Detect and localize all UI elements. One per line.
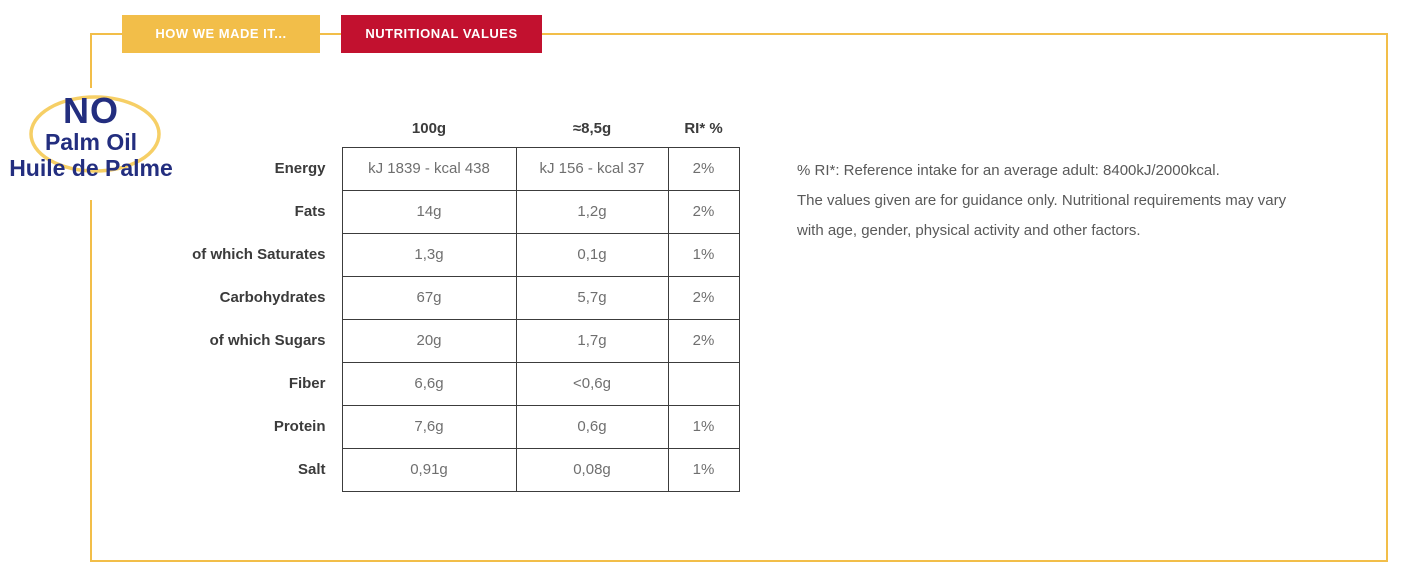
note-line-1: % RI*: Reference intake for an average a… bbox=[797, 162, 1220, 179]
value-per-portion: 0,08g bbox=[515, 447, 669, 492]
value-ri-percent: 2% bbox=[667, 189, 740, 234]
col-header-ri: RI* % bbox=[684, 119, 723, 137]
value-ri-percent: 2% bbox=[667, 275, 740, 320]
table-row: Energy kJ 1839 - kcal 438 kJ 156 - kcal … bbox=[150, 146, 740, 191]
value-per-portion: 5,7g bbox=[515, 275, 669, 320]
row-label: Energy bbox=[274, 160, 326, 177]
value-per-portion: <0,6g bbox=[515, 361, 669, 406]
value-ri-percent: 2% bbox=[667, 318, 740, 363]
tab-nutritional-values[interactable]: NUTRITIONAL VALUES bbox=[341, 15, 542, 53]
table-row: of which Saturates 1,3g 0,1g 1% bbox=[150, 232, 740, 277]
ellipse-icon bbox=[29, 95, 161, 173]
value-per-portion: 1,2g bbox=[515, 189, 669, 234]
logo-text-huile-de-palme: Huile de Palme bbox=[9, 155, 173, 181]
tab-how-we-made-it[interactable]: HOW WE MADE IT... bbox=[122, 15, 320, 53]
value-ri-percent: 1% bbox=[667, 404, 740, 449]
nutrition-table: 100g ≈8,5g RI* % Energy kJ 1839 - kcal 4… bbox=[150, 110, 740, 492]
no-palm-oil-logo: NO Palm Oil Huile de Palme bbox=[8, 88, 174, 200]
value-per-100g: 6,6g bbox=[341, 361, 517, 406]
row-label: Fats bbox=[294, 203, 326, 220]
value-per-portion: 0,6g bbox=[515, 404, 669, 449]
value-per-100g: 0,91g bbox=[341, 447, 517, 492]
col-header-100g: 100g bbox=[411, 119, 447, 137]
row-label: Protein bbox=[273, 418, 326, 435]
value-per-portion: kJ 156 - kcal 37 bbox=[515, 146, 669, 191]
row-label: of which Sugars bbox=[209, 332, 326, 349]
value-per-100g: 14g bbox=[341, 189, 517, 234]
value-per-portion: 0,1g bbox=[515, 232, 669, 277]
col-header-spacer bbox=[150, 110, 342, 147]
row-label: of which Saturates bbox=[192, 246, 326, 263]
logo-text-no: NO bbox=[63, 90, 119, 131]
value-ri-percent: 1% bbox=[667, 447, 740, 492]
table-header-row: 100g ≈8,5g RI* % bbox=[150, 110, 739, 147]
reference-intake-note: % RI*: Reference intake for an average a… bbox=[797, 156, 1312, 246]
value-per-100g: 67g bbox=[341, 275, 517, 320]
table-row: Protein 7,6g 0,6g 1% bbox=[150, 404, 740, 449]
panel-border bbox=[90, 33, 1388, 562]
value-per-portion: 1,7g bbox=[515, 318, 669, 363]
table-row: Salt 0,91g 0,08g 1% bbox=[150, 447, 740, 492]
table-row: of which Sugars 20g 1,7g 2% bbox=[150, 318, 740, 363]
table-row: Carbohydrates 67g 5,7g 2% bbox=[150, 275, 740, 320]
row-label: Fiber bbox=[288, 375, 326, 392]
table-row: Fats 14g 1,2g 2% bbox=[150, 189, 740, 234]
row-label: Salt bbox=[297, 461, 326, 478]
note-line-2: The values given are for guidance only. … bbox=[797, 192, 1287, 239]
value-per-100g: kJ 1839 - kcal 438 bbox=[341, 146, 517, 191]
table-row: Fiber 6,6g <0,6g bbox=[150, 361, 740, 406]
value-per-100g: 20g bbox=[341, 318, 517, 363]
nutrition-table-body: Energy kJ 1839 - kcal 438 kJ 156 - kcal … bbox=[150, 146, 740, 492]
col-header-portion: ≈8,5g bbox=[572, 119, 612, 137]
value-ri-percent: 1% bbox=[667, 232, 740, 277]
value-per-100g: 1,3g bbox=[341, 232, 517, 277]
value-per-100g: 7,6g bbox=[341, 404, 517, 449]
row-label: Carbohydrates bbox=[219, 289, 326, 306]
logo-text-palm-oil: Palm Oil bbox=[44, 129, 138, 155]
value-ri-percent: 2% bbox=[667, 146, 740, 191]
value-ri-percent bbox=[667, 361, 740, 406]
